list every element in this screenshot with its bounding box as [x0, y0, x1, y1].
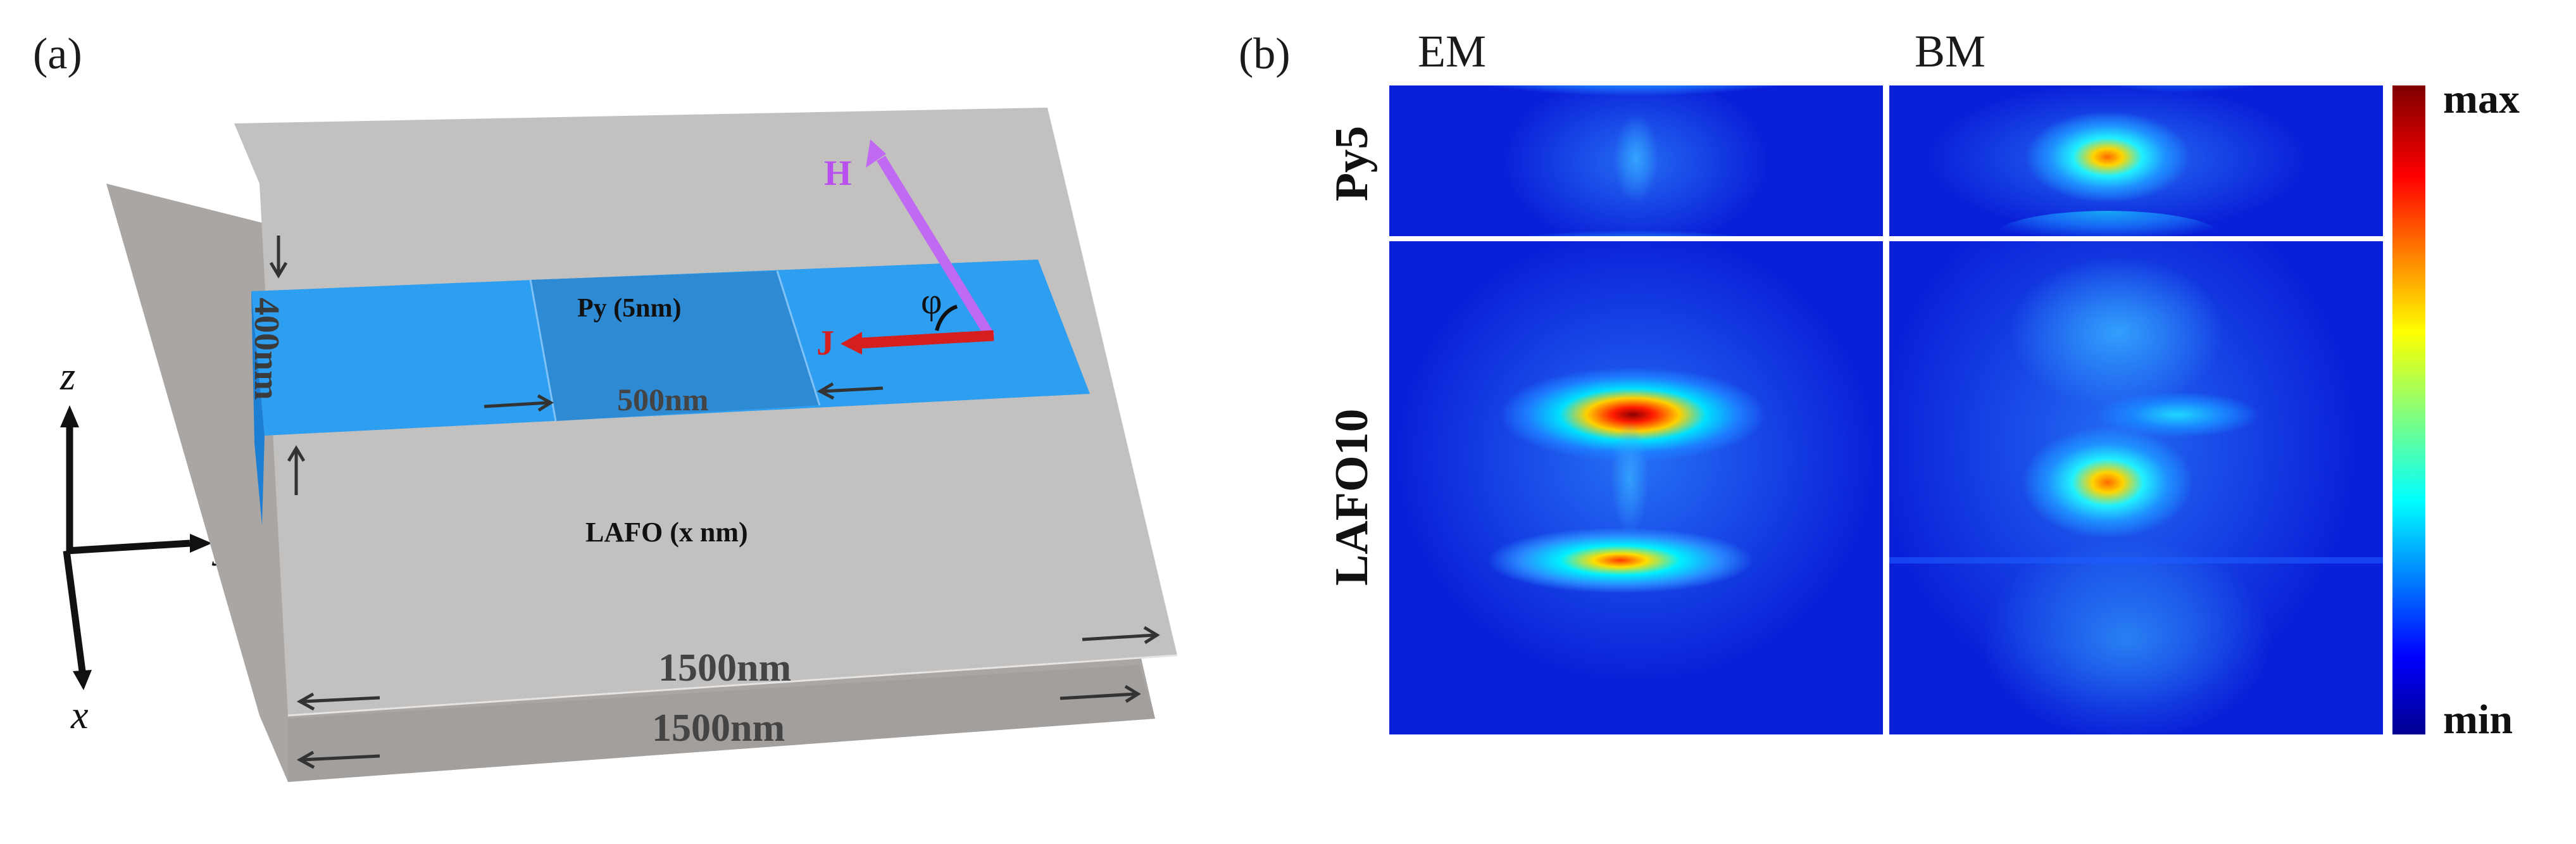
py-length-arrow-left: [484, 401, 549, 408]
panel-a-label: (a): [33, 30, 82, 79]
colorbar-min-label: min: [2443, 696, 2513, 743]
h-field-label: H: [824, 154, 852, 193]
lafo-label: LAFO (x nm): [585, 517, 748, 548]
x-axis-label: x: [70, 694, 89, 737]
h-field-arrowhead: [866, 139, 886, 168]
strip-width-arrowhead-top: [269, 261, 288, 279]
current-arrowhead: [841, 332, 862, 355]
py-label: Py (5nm): [577, 294, 681, 323]
strip-width-arrowhead-bottom: [287, 445, 306, 462]
bottom-width-arrow-left: [301, 754, 380, 762]
column-label-em: EM: [1418, 26, 1486, 77]
lafo-width-label: 1500nm: [658, 646, 791, 690]
panel-b-label: (b): [1239, 30, 1291, 79]
py-region-left-edge: [529, 279, 557, 422]
h-field-arrow: [877, 155, 995, 340]
lafo-width-arrowhead-left: [296, 692, 315, 711]
row-label-lafo10: LAFO10: [1326, 408, 1378, 586]
py-region-right-edge: [776, 270, 821, 406]
py-strip-side: [251, 291, 265, 526]
z-axis-label: z: [59, 355, 75, 398]
x-axis: [63, 550, 86, 672]
map-bm-py5: [1889, 85, 2383, 236]
current-label: J: [816, 324, 834, 363]
x-axis-arrowhead: [73, 670, 92, 690]
y-axis-arrowhead: [190, 534, 212, 553]
bottom-width-arrow-right: [1060, 692, 1137, 700]
strip-width-label: 400nm: [247, 298, 286, 400]
py-length-arrowhead-left: [537, 394, 554, 412]
lafo-width-arrow-left: [301, 696, 380, 703]
lafo-width-arrow-right: [1082, 633, 1156, 641]
current-arrow: [859, 330, 994, 349]
y-axis: [66, 539, 191, 555]
bottom-width-label: 1500nm: [652, 707, 785, 750]
map-em-lafo10: [1389, 241, 1883, 734]
angle-arc: [935, 305, 958, 331]
colorbar-max-label: max: [2443, 76, 2520, 122]
py-length-label: 500nm: [617, 382, 708, 417]
py-center-region: [530, 271, 820, 421]
colorbar: [2392, 85, 2425, 734]
row-label-py5: Py5: [1326, 126, 1378, 201]
substrate-bottom-front: [288, 665, 1155, 782]
lafo-width-arrowhead-right: [1143, 626, 1160, 645]
map-em-py5: [1389, 85, 1883, 236]
z-axis-arrowhead: [60, 405, 79, 427]
map-bm-lafo10: [1889, 241, 2383, 734]
coordinate-axes: [60, 405, 212, 690]
column-label-bm: BM: [1915, 26, 1985, 77]
bottom-width-arrowhead-right: [1124, 684, 1141, 703]
bottom-width-arrowhead-left: [296, 750, 315, 769]
dimension-arrows: [269, 236, 1160, 769]
lafo-edge: [287, 654, 1178, 717]
angle-label: φ: [921, 280, 942, 322]
py-length-arrow-right: [822, 386, 884, 393]
py-length-arrowhead-right: [816, 382, 835, 400]
